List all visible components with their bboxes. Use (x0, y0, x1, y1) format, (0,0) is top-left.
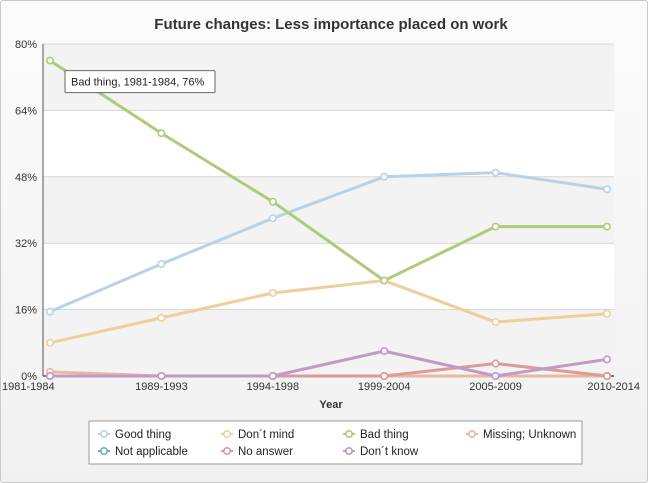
legend-marker (344, 429, 353, 438)
x-tick-label: 2010-2014 (587, 381, 640, 393)
legend-item[interactable]: Not applicable (98, 446, 188, 458)
data-point[interactable] (45, 338, 54, 347)
legend-label: Don´t mind (238, 429, 294, 441)
data-point[interactable] (602, 309, 611, 318)
series-line (48, 59, 609, 283)
y-tick-label: 32% (15, 238, 37, 250)
legend-label: No answer (238, 446, 293, 458)
series-don-t-know (45, 347, 611, 380)
legend-marker (100, 446, 109, 455)
data-point[interactable] (491, 359, 500, 368)
x-tick-label: 1989-1993 (135, 381, 188, 393)
series-line (48, 349, 609, 378)
legend-marker (344, 446, 353, 455)
data-point[interactable] (491, 318, 500, 327)
legend-item[interactable]: Bad thing (343, 429, 409, 441)
legend-label: Good thing (115, 429, 171, 441)
series-good-thing (45, 168, 611, 316)
legend-marker (467, 429, 476, 438)
legend-label: Bad thing (360, 429, 409, 441)
tooltip-text: Bad thing, 1981-1984, 76% (71, 77, 205, 89)
x-tick-label: 1999-2004 (358, 381, 411, 393)
data-point[interactable] (491, 371, 500, 380)
legend-item[interactable]: Missing; Unknown (466, 429, 576, 441)
chart-title: Future changes: Less importance placed o… (154, 16, 508, 33)
series-line (48, 171, 609, 314)
legend-item[interactable]: No answer (221, 446, 293, 458)
data-point[interactable] (157, 313, 166, 322)
data-point[interactable] (45, 307, 54, 316)
tooltip-box (64, 70, 216, 94)
legend-item[interactable]: Don´t know (343, 446, 419, 458)
data-point[interactable] (602, 222, 611, 231)
data-point[interactable] (602, 371, 611, 380)
data-point[interactable] (157, 129, 166, 138)
x-tick-label: 2005-2009 (469, 381, 522, 393)
y-tick-label: 48% (15, 172, 37, 184)
data-point[interactable] (602, 355, 611, 364)
series-line (48, 279, 609, 345)
x-tick-label: 1981-1984 (2, 381, 55, 393)
legend-label: Missing; Unknown (483, 429, 576, 441)
series-don-t-mind (45, 276, 611, 347)
data-point[interactable] (157, 259, 166, 268)
data-point[interactable] (45, 56, 54, 65)
data-point[interactable] (602, 185, 611, 194)
legend-marker (100, 429, 109, 438)
legend-marker (223, 446, 232, 455)
legend-item[interactable]: Don´t mind (221, 429, 294, 441)
data-point[interactable] (380, 172, 389, 181)
data-point[interactable] (157, 371, 166, 380)
x-axis-title: Year (319, 399, 343, 411)
data-point[interactable] (45, 371, 54, 380)
grid-band (43, 176, 614, 244)
x-tick-label: 1994-1998 (246, 381, 299, 393)
data-point[interactable] (380, 347, 389, 356)
legend-item[interactable]: Good thing (98, 429, 171, 441)
series-bad-thing (45, 56, 611, 285)
legend-box (88, 420, 583, 465)
data-point[interactable] (268, 371, 277, 380)
data-point[interactable] (491, 168, 500, 177)
data-point[interactable] (491, 222, 500, 231)
y-tick-label: 80% (15, 39, 37, 51)
data-point[interactable] (380, 371, 389, 380)
data-point[interactable] (268, 214, 277, 223)
data-point[interactable] (380, 276, 389, 285)
y-tick-label: 16% (15, 305, 37, 317)
y-tick-label: 64% (15, 105, 37, 117)
legend-label: Don´t know (360, 446, 419, 458)
y-tick-label: 0% (21, 371, 37, 383)
legend-marker (223, 429, 232, 438)
legend-label: Not applicable (115, 446, 188, 458)
data-point[interactable] (268, 288, 277, 297)
data-point[interactable] (268, 197, 277, 206)
